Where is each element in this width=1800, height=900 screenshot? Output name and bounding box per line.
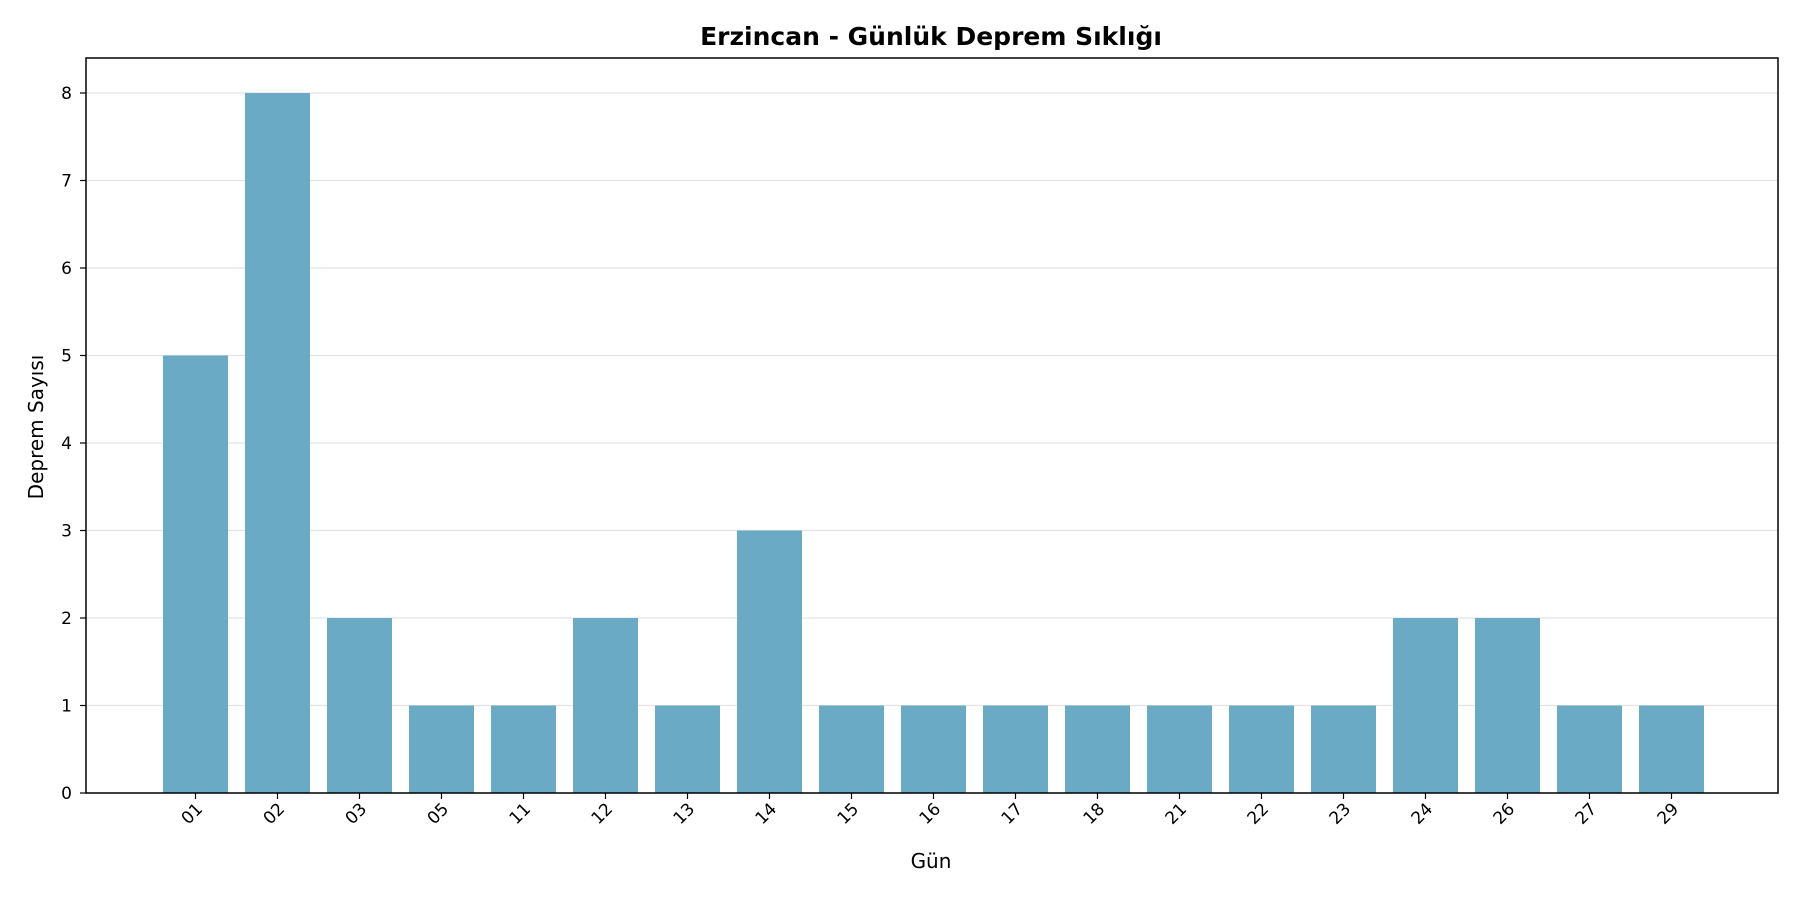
- x-tick-label: 16: [916, 799, 945, 828]
- x-tick-label: 17: [998, 799, 1027, 828]
- x-tick-label: 27: [1572, 799, 1601, 828]
- x-tick-label: 11: [506, 799, 535, 828]
- chart-title: Erzincan - Günlük Deprem Sıklığı: [700, 22, 1162, 51]
- y-tick-label: 1: [61, 697, 72, 717]
- bar-27: [1557, 705, 1622, 793]
- x-tick-label: 22: [1244, 799, 1273, 828]
- x-tick-label: 26: [1490, 799, 1519, 828]
- bar-17: [983, 705, 1048, 793]
- x-axis-ticks: 01 02 03 05 11 12 13 14 15 16 17 18 21 22 23 24 26 27 29: [178, 793, 1683, 829]
- bar-23: [1311, 705, 1376, 793]
- bar-22: [1229, 705, 1294, 793]
- x-tick-label: 02: [260, 799, 289, 828]
- bar-16: [901, 705, 966, 793]
- x-tick-label: 29: [1654, 799, 1683, 828]
- bar-03: [327, 618, 392, 793]
- bar-21: [1147, 705, 1212, 793]
- bar-13: [655, 705, 720, 793]
- x-tick-label: 14: [752, 799, 781, 828]
- x-tick-label: 15: [834, 799, 863, 828]
- x-tick-label: 13: [670, 799, 699, 828]
- x-tick-label: 23: [1326, 799, 1355, 828]
- x-tick-label: 05: [424, 799, 453, 828]
- bar-01: [163, 355, 228, 793]
- bar-14: [737, 530, 802, 793]
- x-tick-label: 18: [1080, 799, 1109, 828]
- x-axis-label: Gün: [911, 849, 952, 873]
- y-tick-label: 4: [61, 434, 72, 454]
- y-tick-label: 3: [61, 522, 72, 542]
- x-tick-label: 12: [588, 799, 617, 828]
- bar-11: [491, 705, 556, 793]
- bar-05: [409, 705, 474, 793]
- x-tick-label: 01: [178, 799, 207, 828]
- x-tick-label: 21: [1162, 799, 1191, 828]
- bar-12: [573, 618, 638, 793]
- y-tick-label: 2: [61, 609, 72, 629]
- y-tick-label: 8: [61, 84, 72, 104]
- bar-15: [819, 705, 884, 793]
- bar-26: [1475, 618, 1540, 793]
- x-tick-label: 03: [342, 799, 371, 828]
- y-tick-label: 5: [61, 347, 72, 367]
- y-axis-label: Deprem Sayısı: [24, 355, 48, 500]
- bar-18: [1065, 705, 1130, 793]
- plot-frame: [85, 57, 1779, 794]
- bar-29: [1639, 705, 1704, 793]
- bar-02: [245, 93, 310, 793]
- y-tick-label: 6: [61, 259, 72, 279]
- y-axis-ticks: 0 1 2 3 4 5 6 7 8: [61, 84, 86, 804]
- y-tick-label: 7: [61, 172, 72, 192]
- bars: [163, 93, 1704, 793]
- y-tick-label: 0: [61, 784, 72, 804]
- x-tick-label: 24: [1408, 799, 1437, 828]
- bar-24: [1393, 618, 1458, 793]
